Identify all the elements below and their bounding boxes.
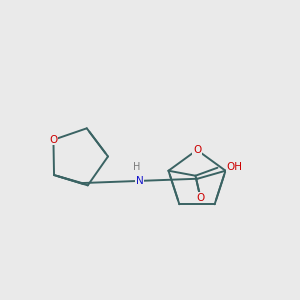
Text: O: O	[196, 193, 205, 203]
Text: N: N	[136, 176, 144, 186]
Text: OH: OH	[226, 162, 242, 172]
Text: H: H	[133, 162, 140, 172]
Text: O: O	[49, 135, 58, 145]
Text: O: O	[193, 145, 201, 155]
